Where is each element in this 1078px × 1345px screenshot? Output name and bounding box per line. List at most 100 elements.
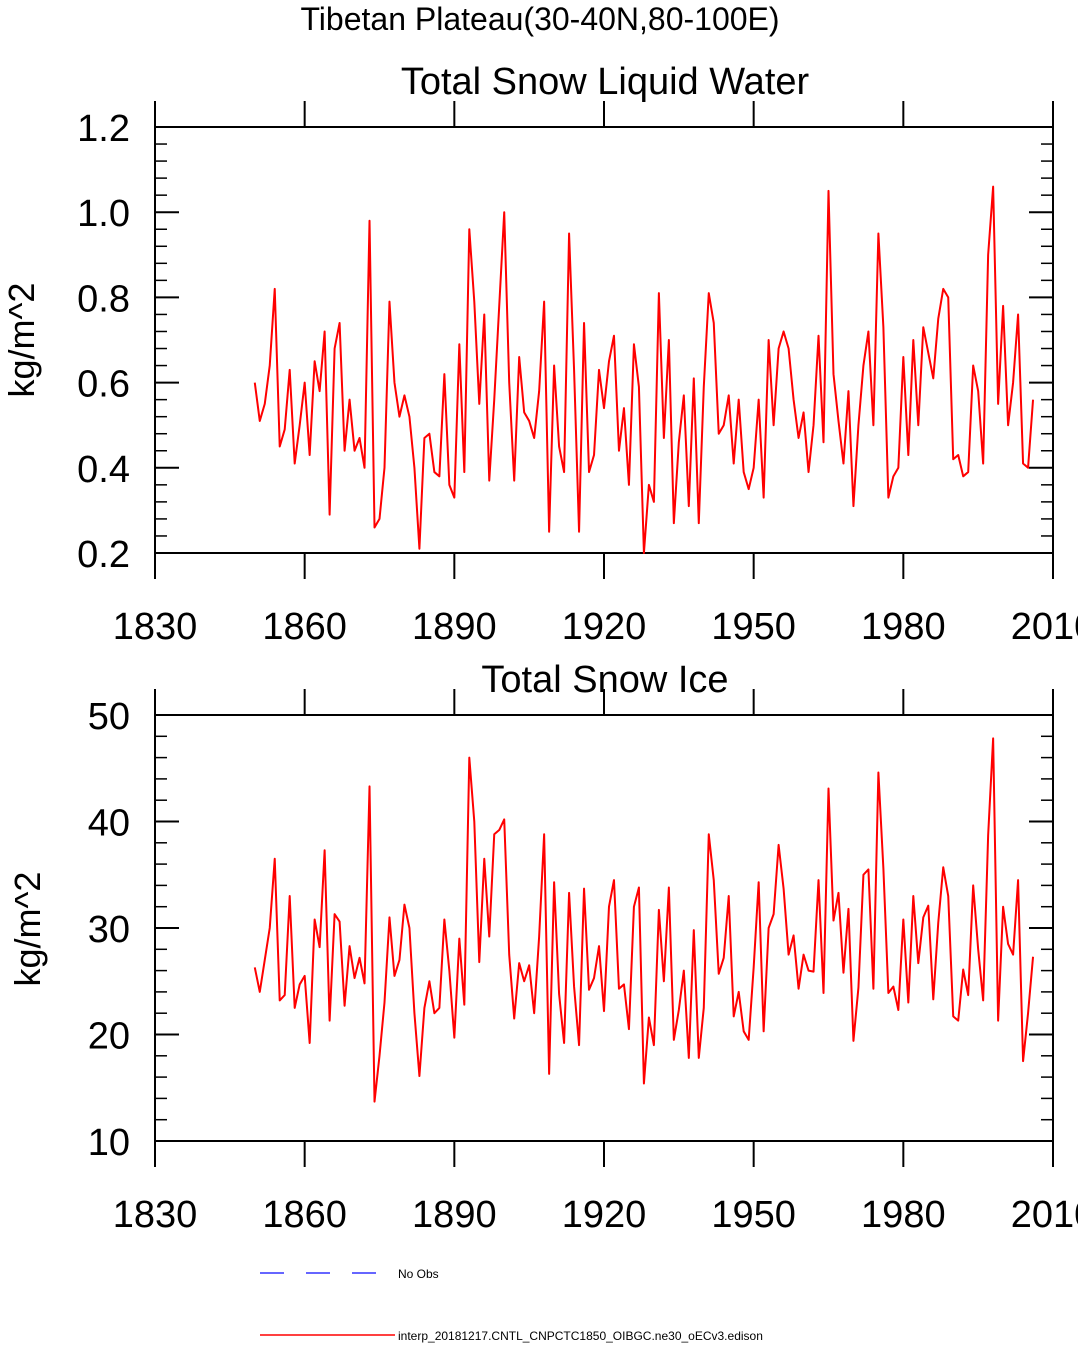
liquid-water-data-point xyxy=(408,416,410,418)
liquid-water-data-point xyxy=(688,505,690,507)
liquid-water-data-point xyxy=(458,343,460,345)
liquid-water-data-point xyxy=(818,335,820,337)
liquid-water-ytick-label: 0.2 xyxy=(77,534,130,576)
snow-ice-data-point xyxy=(882,867,884,869)
snow-ice-data-point xyxy=(977,948,979,950)
liquid-water-data-point xyxy=(473,301,475,303)
snow-ice-data-point xyxy=(748,1039,750,1041)
liquid-water-data-point xyxy=(897,467,899,469)
snow-ice-data-point xyxy=(284,994,286,996)
snow-ice-data-point xyxy=(778,844,780,846)
liquid-water-data-point xyxy=(992,186,994,188)
snow-ice-ytick-label: 20 xyxy=(88,1016,130,1058)
liquid-water-data-point xyxy=(743,471,745,473)
liquid-water-data-point xyxy=(982,463,984,465)
liquid-water-data-point xyxy=(623,407,625,409)
snow-ice-data-point xyxy=(912,895,914,897)
liquid-water-data-point xyxy=(862,365,864,367)
liquid-water-xtick-label: 1830 xyxy=(113,606,198,648)
snow-ice-data-point xyxy=(568,892,570,894)
snow-ice-data-point xyxy=(1017,879,1019,881)
liquid-water-data-point xyxy=(428,433,430,435)
snow-ice-data-point xyxy=(957,1020,959,1022)
snow-ice-data-point xyxy=(628,1028,630,1030)
snow-ice-data-point xyxy=(598,945,600,947)
snow-ice-data-point xyxy=(508,954,510,956)
liquid-water-data-point xyxy=(768,339,770,341)
liquid-water-data-point xyxy=(633,343,635,345)
liquid-water-data-point xyxy=(663,437,665,439)
snow-ice-data-point xyxy=(877,772,879,774)
liquid-water-xtick-label: 1950 xyxy=(711,606,796,648)
liquid-water-data-point xyxy=(708,292,710,294)
liquid-water-data-point xyxy=(952,458,954,460)
snow-ice-ticks xyxy=(154,689,1054,1167)
liquid-water-data-point xyxy=(828,190,830,192)
snow-ice-ytick-label: 10 xyxy=(88,1122,130,1164)
liquid-water-data-point xyxy=(753,467,755,469)
snow-ice-data-point xyxy=(947,895,949,897)
liquid-water-data-point xyxy=(783,330,785,332)
liquid-water-data-point xyxy=(972,365,974,367)
snow-ice-data-point xyxy=(468,757,470,759)
liquid-water-data-point xyxy=(668,339,670,341)
liquid-water-data-point xyxy=(673,522,675,524)
liquid-water-data-point xyxy=(947,296,949,298)
snow-ice-data-point xyxy=(314,918,316,920)
liquid-water-xtick-label: 2010 xyxy=(1011,606,1078,648)
snow-ice-data-point xyxy=(932,998,934,1000)
snow-ice-data-point xyxy=(942,866,944,868)
liquid-water-data-point xyxy=(304,382,306,384)
snow-ice-data-point xyxy=(578,1044,580,1046)
snow-ice-data-point xyxy=(354,977,356,979)
snow-ice-data-point xyxy=(683,970,685,972)
liquid-water-data-point xyxy=(448,484,450,486)
snow-ice-data-point xyxy=(548,1073,550,1075)
snow-ice-data-point xyxy=(563,1042,565,1044)
snow-ice-data-point xyxy=(299,983,301,985)
snow-ice-data-point xyxy=(818,879,820,881)
liquid-water-data-point xyxy=(339,322,341,324)
snow-ice-xtick-labels: 1830 1860 1890 1920 1950 1980 2010 xyxy=(113,1194,1078,1236)
snow-ice-data-point xyxy=(583,888,585,890)
snow-ice-data-point xyxy=(718,973,720,975)
liquid-water-data-point xyxy=(274,288,276,290)
liquid-water-data-point xyxy=(877,233,879,235)
snow-ice-data-point xyxy=(463,1004,465,1006)
snow-ice-data-point xyxy=(483,858,485,860)
snow-ice-data-point xyxy=(633,906,635,908)
snow-ice-series-line xyxy=(253,737,1035,1103)
liquid-water-data-point xyxy=(713,322,715,324)
snow-ice-data-point xyxy=(374,1101,376,1103)
liquid-water-data-point xyxy=(388,301,390,303)
liquid-water-data-point xyxy=(997,403,999,405)
snow-ice-data-point xyxy=(788,954,790,956)
liquid-water-series-line xyxy=(253,185,1035,554)
liquid-water-data-point xyxy=(264,403,266,405)
liquid-water-data-point xyxy=(299,424,301,426)
snow-ice-data-point xyxy=(369,785,371,787)
snow-ice-data-point xyxy=(967,994,969,996)
snow-ice-data-point xyxy=(334,913,336,915)
snow-ice-data-point xyxy=(543,833,545,835)
snow-ice-data-point xyxy=(813,971,815,973)
liquid-water-data-point xyxy=(837,420,839,422)
liquid-water-data-point xyxy=(423,437,425,439)
liquid-water-data-point xyxy=(892,475,894,477)
snow-ice-data-point xyxy=(433,1012,435,1014)
liquid-water-data-point xyxy=(932,377,934,379)
liquid-water-data-point xyxy=(364,467,366,469)
snow-ice-data-point xyxy=(403,904,405,906)
liquid-water-ylabel: kg/m^2 xyxy=(1,283,42,398)
snow-ice-data-point xyxy=(693,929,695,931)
liquid-water-data-point xyxy=(319,390,321,392)
snow-ice-xtick-label: 1830 xyxy=(113,1194,198,1236)
snow-ice-data-point xyxy=(493,833,495,835)
snow-ice-data-point xyxy=(828,787,830,789)
liquid-water-data-point xyxy=(922,326,924,328)
snow-ice-data-point xyxy=(438,1007,440,1009)
liquid-water-data-point xyxy=(653,501,655,503)
snow-ice-data-point xyxy=(793,934,795,936)
snow-ice-data-point xyxy=(1012,954,1014,956)
liquid-water-data-point xyxy=(309,454,311,456)
